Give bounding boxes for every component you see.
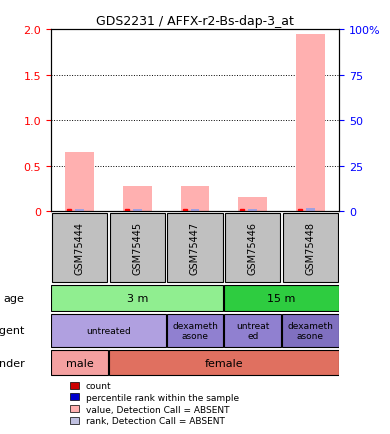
Legend: count, percentile rank within the sample, value, Detection Call = ABSENT, rank, : count, percentile rank within the sample… bbox=[70, 381, 239, 425]
Text: GSM75444: GSM75444 bbox=[74, 222, 85, 274]
Bar bbox=[75, 210, 84, 212]
FancyBboxPatch shape bbox=[224, 286, 339, 311]
Text: male: male bbox=[66, 358, 94, 368]
Text: untreated: untreated bbox=[86, 326, 131, 335]
FancyBboxPatch shape bbox=[167, 213, 223, 283]
FancyBboxPatch shape bbox=[110, 213, 165, 283]
FancyBboxPatch shape bbox=[283, 213, 338, 283]
Bar bbox=[238, 197, 267, 212]
Bar bbox=[306, 208, 315, 212]
FancyBboxPatch shape bbox=[225, 213, 280, 283]
Bar bbox=[296, 35, 325, 212]
FancyBboxPatch shape bbox=[52, 213, 107, 283]
Text: agent: agent bbox=[0, 326, 25, 335]
Text: 3 m: 3 m bbox=[127, 293, 148, 303]
Bar bbox=[181, 186, 209, 212]
Text: GSM75446: GSM75446 bbox=[248, 222, 258, 274]
FancyBboxPatch shape bbox=[282, 314, 339, 347]
FancyBboxPatch shape bbox=[51, 314, 166, 347]
FancyBboxPatch shape bbox=[51, 350, 108, 375]
Text: GSM75445: GSM75445 bbox=[132, 221, 142, 274]
Text: age: age bbox=[4, 293, 25, 303]
Text: GDS2231 / AFFX-r2-Bs-dap-3_at: GDS2231 / AFFX-r2-Bs-dap-3_at bbox=[96, 15, 294, 28]
Bar bbox=[123, 186, 152, 212]
Bar bbox=[65, 153, 94, 212]
FancyBboxPatch shape bbox=[109, 350, 339, 375]
FancyBboxPatch shape bbox=[51, 286, 223, 311]
Text: female: female bbox=[204, 358, 243, 368]
Text: gender: gender bbox=[0, 358, 25, 368]
Text: untreat
ed: untreat ed bbox=[236, 321, 269, 340]
Bar bbox=[248, 210, 257, 212]
Text: 15 m: 15 m bbox=[268, 293, 296, 303]
Bar bbox=[191, 210, 199, 212]
Bar bbox=[133, 210, 142, 212]
Text: dexameth
asone: dexameth asone bbox=[172, 321, 218, 340]
FancyBboxPatch shape bbox=[167, 314, 223, 347]
FancyBboxPatch shape bbox=[224, 314, 281, 347]
Text: GSM75448: GSM75448 bbox=[305, 222, 316, 274]
Text: dexameth
asone: dexameth asone bbox=[287, 321, 333, 340]
Text: GSM75447: GSM75447 bbox=[190, 221, 200, 274]
